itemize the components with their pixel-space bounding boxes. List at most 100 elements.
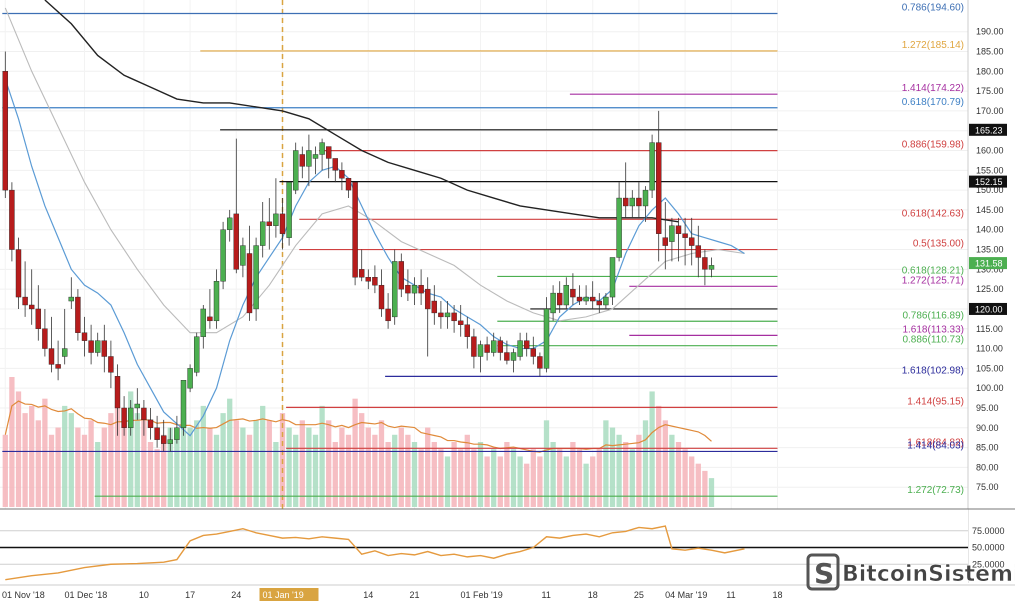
volume-bar — [702, 470, 708, 507]
fib-label-3: 0.618(170.79) — [902, 97, 964, 108]
candle-body — [9, 189, 15, 250]
volume-bar — [339, 427, 345, 507]
volume-bar — [365, 427, 371, 507]
candle-body — [207, 316, 213, 322]
bitcoin-logo-glyph: S — [814, 557, 834, 590]
candle-body — [451, 312, 457, 322]
price-tick-label: 115.00 — [976, 324, 1003, 334]
price-tick-label: 190.00 — [976, 27, 1004, 37]
candle-body — [193, 336, 200, 373]
volume-bar — [405, 434, 411, 507]
volume-bar — [372, 434, 378, 507]
volume-bar — [128, 391, 134, 507]
volume-bar — [220, 413, 226, 507]
volume-bar — [35, 420, 41, 507]
candle-body — [682, 233, 688, 238]
oscillator-tick-label: 75.0000 — [972, 526, 1005, 536]
bitcoin-logo-icon — [806, 553, 840, 591]
time-tick-label: 01 Feb '19 — [461, 590, 503, 600]
volume-bar — [458, 449, 464, 507]
volume-bar — [616, 434, 622, 507]
candle-body — [246, 253, 253, 314]
candle-body — [556, 292, 563, 306]
candle-body — [464, 324, 471, 337]
volume-bar — [55, 427, 61, 507]
volume-bar — [444, 456, 451, 507]
candle-body — [622, 197, 629, 207]
volume-bar — [471, 449, 477, 507]
volume-bar — [504, 442, 510, 507]
volume-bar — [689, 456, 695, 507]
candle-body — [81, 332, 88, 341]
volume-bar — [286, 427, 292, 507]
oscillator-tick-label: 50.0000 — [972, 543, 1005, 553]
time-tick-label: 11 — [726, 590, 735, 600]
volume-bar — [200, 405, 206, 507]
price-badge-text-2: 131.58 — [975, 259, 1003, 269]
price-tick-label: 95.00 — [976, 403, 999, 413]
volume-bar — [240, 427, 246, 507]
candle-body — [141, 407, 147, 421]
time-tick-label: 18 — [588, 590, 598, 600]
price-tick-label: 175.00 — [976, 86, 1004, 96]
volume-bar — [147, 442, 154, 507]
candlesticks — [2, 51, 715, 452]
candle-body — [708, 265, 715, 270]
volume-bar — [312, 434, 319, 507]
volume-bar — [95, 442, 101, 507]
time-tick-label: 01 Jan '19 — [263, 590, 304, 600]
candle-body — [160, 435, 167, 444]
price-badge-1 — [969, 175, 1007, 188]
volume-bar — [497, 456, 503, 507]
volume-bar — [207, 427, 213, 507]
candle-body — [220, 229, 226, 282]
candle-body — [662, 237, 669, 246]
candle-body — [385, 308, 391, 322]
candle-body — [609, 257, 616, 298]
candle-body — [154, 427, 160, 440]
candle-body — [550, 292, 556, 314]
candle-body — [444, 312, 451, 318]
candle-body — [279, 213, 286, 234]
candle-body — [543, 308, 550, 369]
candle-body — [108, 356, 114, 373]
candle-body — [636, 197, 642, 207]
volume-bar — [590, 456, 596, 507]
candle-body — [418, 284, 424, 294]
volume-bar — [682, 449, 688, 507]
volume-bar — [15, 391, 22, 507]
candle-body — [174, 427, 180, 440]
volume-bar — [260, 405, 266, 507]
candle-body — [596, 300, 603, 306]
price-tick-label: 170.00 — [976, 106, 1004, 116]
price-badge-2 — [969, 257, 1007, 270]
candle-body — [253, 245, 259, 310]
time-tick-label: 21 — [410, 590, 420, 600]
candle-body — [576, 296, 583, 302]
candle-body — [325, 146, 332, 159]
candle-body — [15, 249, 22, 298]
price-tick-label: 185.00 — [976, 46, 1004, 56]
candle-body — [589, 296, 596, 302]
volume-bar — [609, 427, 616, 507]
candle-body — [22, 296, 28, 306]
candle-body — [299, 154, 306, 167]
volume-bar — [75, 427, 81, 507]
candle-body — [398, 261, 405, 290]
volume-bar — [576, 449, 583, 507]
volume-bar — [352, 398, 358, 507]
candle-body — [28, 304, 35, 310]
price-tick-label: 105.00 — [976, 363, 1004, 373]
volume-bar — [48, 434, 55, 507]
candle-body — [134, 403, 141, 409]
volume-bar — [708, 478, 715, 507]
candle-body — [490, 340, 497, 353]
volume-bar — [510, 449, 517, 507]
candle-body — [101, 340, 108, 357]
time-tick-label: 17 — [185, 590, 195, 600]
volume-bar — [42, 398, 48, 507]
moving-averages — [4, 0, 745, 437]
candle-body — [266, 221, 273, 226]
volume-bar — [293, 434, 299, 507]
fib-label-5: 0.886(159.98) — [902, 140, 964, 151]
